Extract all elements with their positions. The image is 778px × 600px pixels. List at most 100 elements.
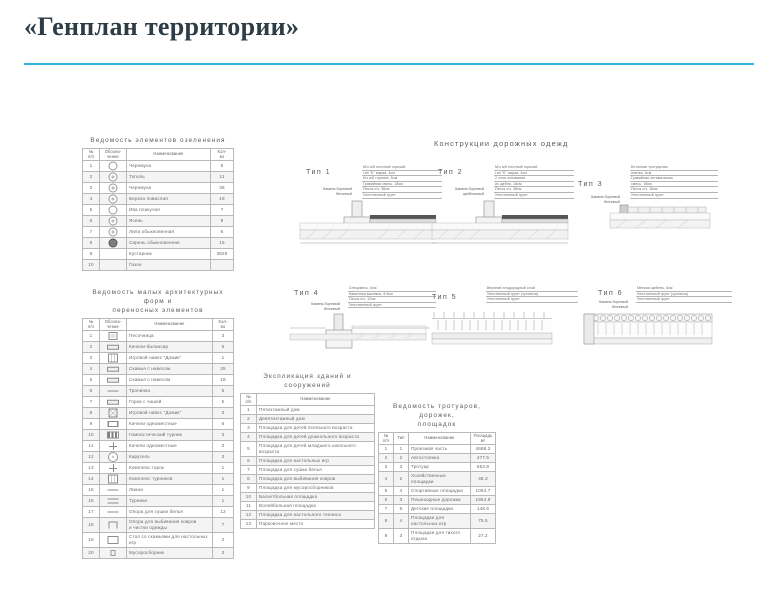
table-row: 4 Скамья с навесом 35	[82, 363, 234, 376]
row-name: Газон	[126, 259, 211, 272]
blank-icon	[102, 250, 124, 258]
symbol-cell-circle-ring	[99, 215, 127, 228]
row-qty: 3	[212, 440, 234, 453]
row-index: 3	[240, 423, 257, 434]
slide-header: «Генплан территории»	[0, 0, 778, 70]
row-qty: 15	[210, 237, 234, 250]
table-row: 7 Горка с чашей 5	[82, 396, 234, 409]
row-index: 12	[82, 451, 100, 464]
row-name: Мусоросборник	[126, 547, 213, 560]
row-qty: 35	[212, 363, 234, 376]
row-name: Береза повислая	[126, 193, 211, 206]
circle-soft-icon	[102, 227, 124, 237]
table-row: 10 Гимнастический турник 3	[82, 429, 234, 442]
row-index: 4	[378, 471, 394, 488]
symbol-cell-line	[99, 484, 127, 497]
layer-line: Песок с/з, 38см	[494, 187, 574, 193]
bar-glyph	[107, 344, 119, 350]
table-row: 18 Опора для выбивания ковров и чистки оде…	[82, 517, 234, 534]
row-index: 5	[378, 486, 394, 497]
road-type-4: Тип 4 Камень бортовой бетонный Спецсмесь,…	[289, 286, 440, 358]
square-in-glyph	[108, 332, 118, 341]
line-glyph	[107, 390, 119, 392]
table-row: 3 3 Тротуар 653.8	[378, 462, 496, 473]
cross-glyph	[109, 442, 117, 451]
table-row: 4 2 Хозяйственные площадки 48.3	[378, 471, 496, 488]
row-name: Горка с чашей	[126, 396, 213, 409]
row-index: 1	[82, 330, 100, 343]
row-index: 4	[82, 193, 100, 206]
row-qty: 6	[212, 341, 234, 354]
symbol-cell-bench-short	[99, 374, 127, 387]
layer-line: Уплотненный грунт	[362, 193, 442, 199]
row-qty: 9	[210, 215, 234, 228]
row-name: Сирень обыкновенная	[126, 237, 211, 250]
table-row: 7 Липа обыкновенная 6	[82, 226, 234, 239]
row-index: 9	[82, 248, 100, 261]
row-qty: 6	[212, 418, 234, 431]
symbol-cell-blank	[99, 259, 127, 272]
row-name: Песочница	[126, 330, 213, 343]
circle-plain-icon	[102, 205, 124, 215]
row-index: 3	[82, 182, 100, 195]
row-name: Ясень	[126, 215, 211, 228]
square-in-icon	[102, 332, 124, 341]
row-name: Стол со скамьями для настольных игр	[126, 532, 213, 549]
row-name: Опора для сушки белья	[126, 506, 213, 519]
layer-line: плитка, 6см	[630, 171, 718, 177]
row-name: Липа обыкновенная	[126, 226, 211, 239]
row-index: 18	[82, 517, 100, 534]
row-index: 3	[378, 462, 394, 473]
row-name: Скамья с навесом	[126, 374, 213, 387]
road-type-6-layers: Мелкая щебень, 6см Уплотненный грунт (суг…	[636, 286, 732, 303]
block2-glyph	[107, 431, 119, 439]
table-row: 14 Комплекс турников 1	[82, 473, 234, 486]
symbol-cell-tiny	[99, 547, 127, 560]
row-name: Площадка для сушки белья	[256, 465, 375, 476]
dline-icon	[102, 497, 124, 505]
table-row: 1 Песочница 3	[82, 330, 234, 343]
row-area: 1864.9	[470, 495, 496, 506]
row-name: Площадка для мусоросборников	[256, 483, 375, 494]
pavements-rows: 1 1 Проезжая часть 4668.2 2 2 Автостоянка 477.5…	[378, 444, 496, 545]
row-name: Площадка для детей дошкольного возраста	[256, 432, 375, 443]
row-name: Хозяйственные площадки	[408, 471, 471, 488]
greening-rows: 1 Черемуха 8 2 Тополь 11 3 Черемуха 38 4 Береза по…	[82, 160, 234, 272]
row-name: Парковочное место	[256, 519, 375, 530]
small-forms-block: Ведомость малых архитектурных форм и пере…	[82, 288, 234, 560]
row-index: 10	[240, 492, 257, 503]
row-index: 7	[82, 226, 100, 239]
row-area: 1054.7	[470, 486, 496, 497]
bar-icon	[102, 343, 124, 351]
table-header-row: № п/п Тип Наименование Площадь м²	[378, 431, 496, 446]
row-name: Спортивные площадки	[408, 486, 471, 497]
circle-dense-glyph	[108, 183, 118, 193]
greening-table: № п/п Обозна-чение Наименование Кол-во 1 Ч…	[82, 147, 234, 272]
row-qty: 7	[210, 204, 234, 217]
row-name: Черемуха	[126, 182, 211, 195]
symbol-cell-circle-leaf	[99, 193, 127, 206]
table-row: 2 Девятиэтажный дом	[240, 414, 375, 425]
small-forms-table: № п/п Обозна-чение Наименование Кол-во 1 П…	[82, 317, 234, 560]
symbol-cell-flower	[99, 451, 127, 464]
row-qty: 1	[212, 484, 234, 497]
road-type-5-label: Тип 5	[432, 292, 457, 301]
row-name: Качели-балансир	[126, 341, 213, 354]
col-symbol: Обозна-чение	[99, 317, 127, 332]
symbol-cell-circle-outline	[99, 160, 127, 173]
blank-icon	[102, 261, 124, 269]
col-index: № п/п	[82, 147, 100, 162]
row-index: 9	[82, 418, 100, 431]
row-index: 15	[82, 484, 100, 497]
layer-line: из щебня, 18см	[494, 182, 574, 188]
table-row: 17 Опора для сушки белья 12	[82, 506, 234, 519]
row-name: Игровой навес "Домик"	[126, 352, 213, 365]
table-row: 20 Мусоросборник 3	[82, 547, 234, 560]
row-index: 1	[240, 405, 257, 416]
layer-line: Песок с/з, 18см	[630, 187, 718, 193]
circle-leaf-glyph	[108, 194, 118, 204]
table-row: 10 Газон	[82, 259, 234, 272]
circle-leaf-icon	[102, 194, 124, 204]
row-type: 4	[393, 486, 409, 497]
circle-dot-glyph	[108, 172, 118, 182]
